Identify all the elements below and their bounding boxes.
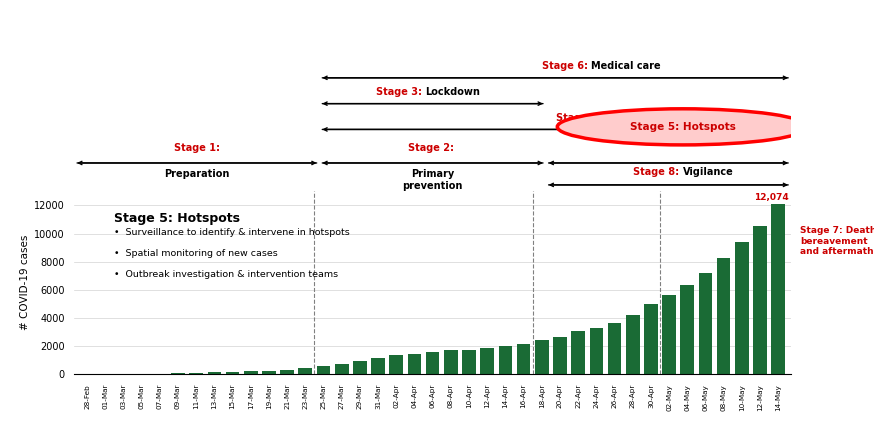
Text: Approach to COVID-19 Response: Stages of South Africa’s COVID-19 response: Approach to COVID-19 Response: Stages of… [11, 15, 612, 29]
Bar [553, 338, 566, 374]
Bar [225, 372, 239, 374]
Text: Stage 6:: Stage 6: [542, 61, 591, 71]
Text: Stage 5: Hotspots: Stage 5: Hotspots [114, 212, 240, 225]
Bar [190, 373, 203, 374]
Text: Medical care: Medical care [591, 61, 661, 71]
Bar [244, 371, 258, 374]
Bar [371, 358, 385, 374]
Text: •  Spatial monitoring of new cases: • Spatial monitoring of new cases [114, 249, 278, 258]
Bar [517, 344, 531, 374]
Bar [407, 353, 421, 374]
Bar [207, 372, 221, 374]
Bar [681, 285, 694, 374]
Bar [171, 373, 184, 374]
Text: ** Please note that the stages are NOT SEQUENTIAL**: ** Please note that the stages are NOT S… [11, 47, 350, 57]
Text: Stage 2:: Stage 2: [408, 143, 457, 153]
Bar [735, 242, 749, 374]
Bar [662, 295, 676, 374]
Text: Preparation: Preparation [164, 169, 230, 179]
Bar [626, 315, 640, 374]
Bar [644, 304, 658, 374]
Text: Stage 3:: Stage 3: [376, 87, 426, 97]
Bar [753, 226, 766, 374]
Bar [590, 328, 603, 374]
Text: Active case-finding: Active case-finding [606, 113, 711, 123]
Bar [335, 364, 349, 374]
Bar [262, 371, 275, 374]
Bar [772, 204, 785, 374]
Bar [281, 370, 294, 374]
Bar [717, 258, 731, 374]
Bar [316, 366, 330, 374]
Bar [390, 356, 403, 374]
Y-axis label: # COVID-19 cases: # COVID-19 cases [19, 235, 30, 330]
Text: Primary
prevention: Primary prevention [402, 169, 463, 191]
Bar [353, 361, 367, 374]
Bar [462, 350, 475, 374]
Text: Stage 7: Death,
bereavement
and aftermath: Stage 7: Death, bereavement and aftermat… [800, 227, 874, 256]
Text: Stage 4:: Stage 4: [556, 113, 606, 123]
Bar [481, 348, 494, 374]
Ellipse shape [558, 109, 808, 145]
Text: 12,074: 12,074 [753, 193, 788, 202]
Bar [607, 323, 621, 374]
Text: •  Outbreak investigation & intervention teams: • Outbreak investigation & intervention … [114, 270, 338, 279]
Bar [444, 350, 458, 374]
Bar [698, 273, 712, 374]
Text: Vigilance: Vigilance [683, 167, 733, 177]
Text: •  Surveillance to identify & intervene in hotspots: • Surveillance to identify & intervene i… [114, 228, 350, 237]
Bar [426, 352, 440, 374]
Bar [535, 340, 549, 374]
Text: Lockdown: Lockdown [426, 87, 481, 97]
Text: Stage 1:: Stage 1: [174, 143, 220, 153]
Text: Stage 8:: Stage 8: [634, 167, 683, 177]
Text: Stage 5: Hotspots: Stage 5: Hotspots [630, 122, 736, 132]
Bar [299, 369, 312, 374]
Bar [572, 332, 585, 374]
Bar [498, 346, 512, 374]
